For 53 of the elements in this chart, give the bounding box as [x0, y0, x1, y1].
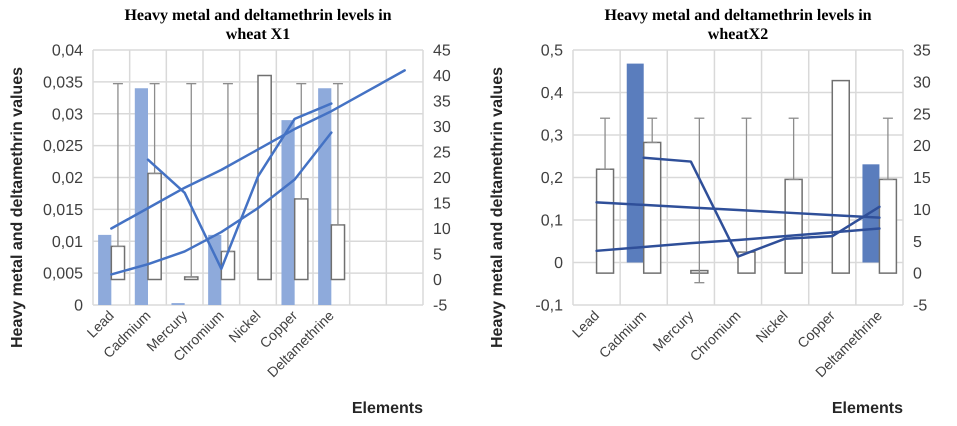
bar [257, 74, 272, 280]
y-tick-label: 0,04 [52, 42, 84, 60]
y2-tick-label: 30 [913, 74, 931, 92]
bar [832, 80, 850, 274]
chart-title: Heavy metal and deltamethrin levels in wheat X1 [124, 7, 392, 43]
y2-tick-label: 20 [433, 170, 451, 188]
y2-tick-label: 35 [433, 94, 451, 111]
y-tick-label: 0,015 [42, 202, 84, 219]
bar [690, 270, 709, 274]
y2-tick-label: 15 [913, 170, 931, 188]
bar [318, 88, 332, 305]
x-axis-title: Elements [832, 400, 904, 417]
y2-tick-label: 10 [433, 221, 451, 238]
y2-tick-label: -5 [433, 298, 448, 315]
y-tick-label: 0,2 [540, 170, 564, 188]
bar [330, 224, 346, 280]
chart-title: Heavy metal and deltamethrin levels in wheatX2 [604, 7, 872, 43]
y-tick-label: -0,1 [535, 298, 564, 315]
y2-tick-label: 40 [433, 68, 451, 86]
y-tick-label: 0,025 [42, 138, 84, 156]
y-tick-label: 0 [554, 255, 564, 272]
y2-tick-label: -5 [913, 298, 928, 315]
y-tick-label: 0,02 [52, 170, 84, 188]
y-tick-label: 0,035 [42, 74, 84, 92]
y-tick-label: 0,03 [52, 106, 84, 124]
bar [737, 251, 756, 274]
bar [784, 178, 803, 274]
y2-tick-label: 5 [433, 246, 442, 264]
y-tick-label: 0,4 [540, 85, 564, 102]
y2-tick-label: 20 [913, 138, 931, 156]
y-axis-title: Heavy metal and deltamethrin values [9, 66, 26, 348]
y-tick-label: 0,1 [540, 212, 564, 230]
y2-tick-label: 30 [433, 119, 451, 136]
y2-tick-label: 0 [433, 272, 442, 290]
y2-tick-label: 5 [913, 234, 922, 251]
y2-tick-label: 45 [433, 42, 451, 60]
y2-tick-label: 10 [913, 202, 931, 219]
bar [281, 120, 295, 305]
y-tick-label: 0 [74, 298, 84, 315]
y-tick-label: 0,3 [540, 128, 564, 145]
y2-tick-label: 35 [913, 42, 931, 60]
y2-tick-label: 25 [913, 106, 931, 124]
y2-tick-label: 15 [433, 196, 451, 213]
y-tick-label: 0,01 [52, 234, 84, 251]
y2-tick-label: 0 [913, 266, 922, 283]
bar [596, 168, 614, 274]
y-tick-label: 0,5 [540, 42, 564, 60]
y2-tick-label: 25 [433, 144, 451, 162]
bar [134, 88, 148, 305]
bar [98, 234, 112, 305]
x-axis-title: Elements [352, 400, 424, 417]
y-axis-title: Heavy metal and deltamethrin values [489, 66, 506, 348]
y-tick-label: 0,005 [42, 266, 84, 283]
